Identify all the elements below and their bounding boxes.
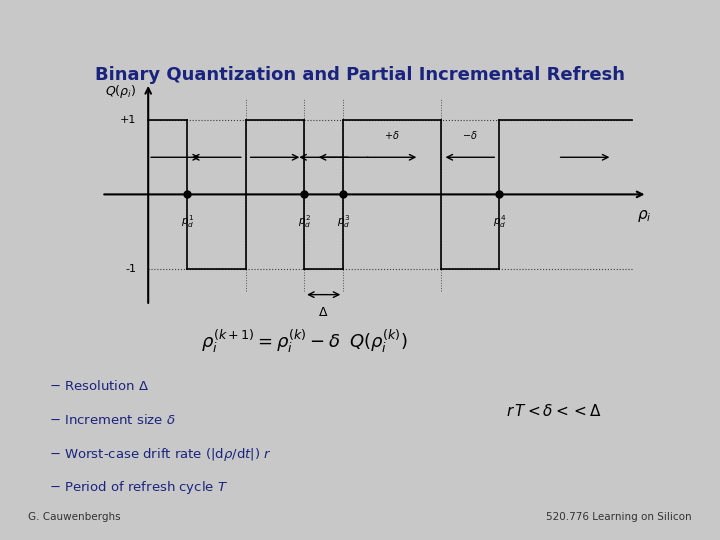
Text: $r\,T < \delta << \Delta$: $r\,T < \delta << \Delta$ [505,403,601,419]
Text: $p_d^1$: $p_d^1$ [181,213,194,230]
Text: +1: +1 [120,115,137,125]
Text: $+\delta$: $+\delta$ [384,129,400,141]
Text: Binary Quantization and Partial Incremental Refresh: Binary Quantization and Partial Incremen… [95,66,625,84]
Text: $-$ Resolution $\Delta$: $-$ Resolution $\Delta$ [49,379,149,393]
Text: $\Delta$: $\Delta$ [318,306,329,319]
Text: $Q(\rho_i)$: $Q(\rho_i)$ [105,83,137,100]
Text: $-$ Worst-case drift rate $(|$d$\rho/$d$t|$) $r$: $-$ Worst-case drift rate $(|$d$\rho/$d$… [49,446,271,463]
Text: $p_d^3$: $p_d^3$ [336,213,350,230]
Text: $-\delta$: $-\delta$ [462,129,478,141]
Text: $\rho_i$: $\rho_i$ [636,208,652,224]
Text: $\rho_i^{(k+1)} = \rho_i^{(k)} - \delta \;\; Q(\rho_i^{(k)})$: $\rho_i^{(k+1)} = \rho_i^{(k)} - \delta … [202,327,408,355]
Text: $-$ Increment size $\delta$: $-$ Increment size $\delta$ [49,413,176,427]
Text: $p_d^4$: $p_d^4$ [492,213,506,230]
Text: $-$ Period of refresh cycle $T$: $-$ Period of refresh cycle $T$ [49,479,228,496]
Text: $p_d^2$: $p_d^2$ [297,213,311,230]
Text: G. Cauwenberghs: G. Cauwenberghs [28,512,121,522]
Text: 520.776 Learning on Silicon: 520.776 Learning on Silicon [546,512,692,522]
Text: -1: -1 [125,264,137,274]
